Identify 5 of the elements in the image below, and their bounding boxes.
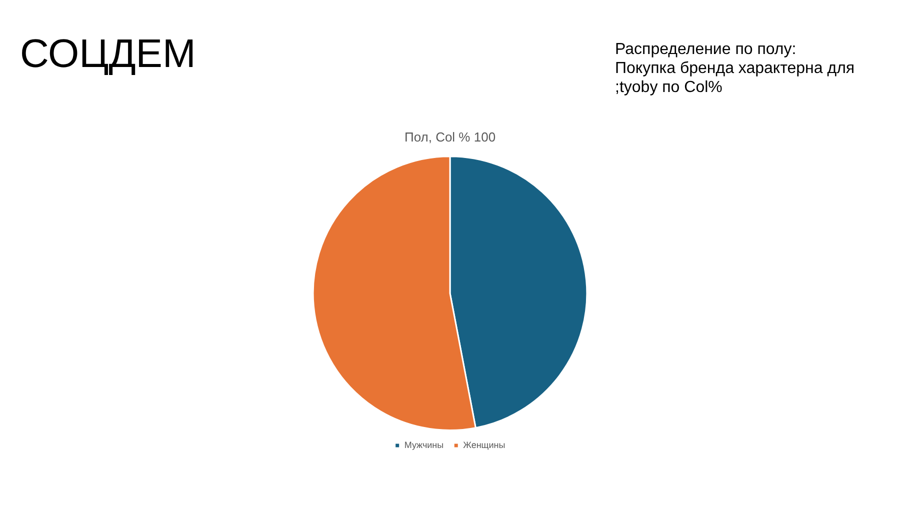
legend-label: Мужчины [404,440,444,450]
text: СОЦДЕМ [20,32,196,77]
text: Распределение по полу: Покупка бренда характерна для ;tyoby по Col% [615,40,855,97]
chart-title: Пол, Col % 100 [404,129,496,144]
legend-label: Женщины [463,440,506,450]
